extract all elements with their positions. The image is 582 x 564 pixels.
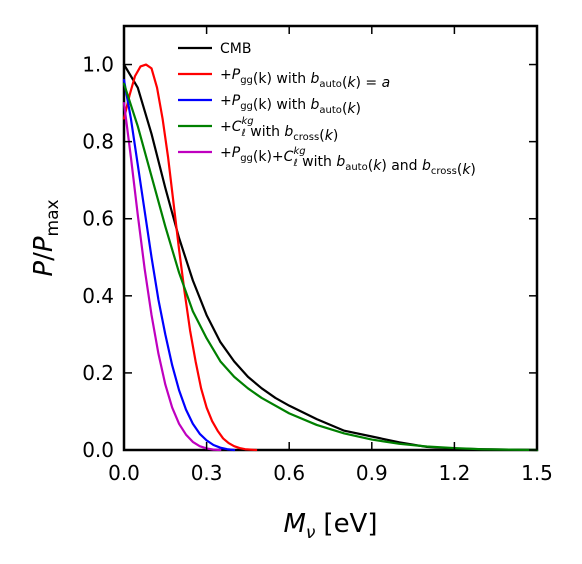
x-tick-label-1: 0.3 xyxy=(191,461,223,485)
ticks-layer xyxy=(123,26,538,451)
y-tick-label-5: 1.0 xyxy=(82,53,114,77)
legend: CMB +Pgg(k) with bauto(k) = a+Pgg(k) with… xyxy=(178,41,476,178)
y-axis-label-slash: / xyxy=(29,252,59,261)
legend-label-0: CMB xyxy=(220,41,251,57)
x-tick-labels: 0.0 0.3 0.6 0.9 1.2 1.5 xyxy=(108,461,553,485)
y-axis-label-main: P xyxy=(29,261,59,277)
legend-label-1: +Pgg(k) with bauto(k) = a xyxy=(220,67,390,91)
plot-frame xyxy=(122,24,539,452)
series-layer xyxy=(122,63,539,452)
y-tick-label-0: 0.0 xyxy=(82,438,114,462)
series-line-1 xyxy=(122,63,258,452)
y-tick-labels: 0.0 0.2 0.4 0.6 0.8 1.0 xyxy=(82,53,114,462)
y-axis-label-sub: max xyxy=(43,199,63,236)
y-tick-label-1: 0.2 xyxy=(82,361,114,385)
series-line-4 xyxy=(122,101,222,452)
x-tick-label-5: 1.5 xyxy=(521,461,553,485)
y-axis-label-main2: P xyxy=(29,236,59,252)
legend-label-2: +Pgg(k) with bauto(k) xyxy=(220,93,361,117)
x-tick-label-2: 0.6 xyxy=(273,461,305,485)
x-tick-label-3: 0.9 xyxy=(356,461,388,485)
y-tick-label-2: 0.4 xyxy=(82,284,114,308)
x-tick-label-0: 0.0 xyxy=(108,461,140,485)
series-line-2 xyxy=(122,78,236,452)
x-axis-label: Mν [eV] xyxy=(283,509,377,543)
y-axis-label: P/Pmax xyxy=(29,199,63,276)
plot-area xyxy=(122,24,539,452)
legend-label-4: +Pgg(k)+Ckg ℓ with bauto(k) and bcross(k) xyxy=(220,145,476,178)
x-axis-label-unit: [eV] xyxy=(323,509,377,539)
y-tick-label-3: 0.6 xyxy=(82,207,114,231)
series-line-3 xyxy=(122,82,539,452)
y-tick-label-4: 0.8 xyxy=(82,130,114,154)
legend-label-3: +Ckg ℓ with bcross(k) xyxy=(220,116,338,144)
x-axis-label-main: M xyxy=(283,509,305,539)
x-tick-label-4: 1.2 xyxy=(438,461,470,485)
series-line-0 xyxy=(122,63,539,452)
x-axis-label-sub: ν xyxy=(306,523,316,543)
